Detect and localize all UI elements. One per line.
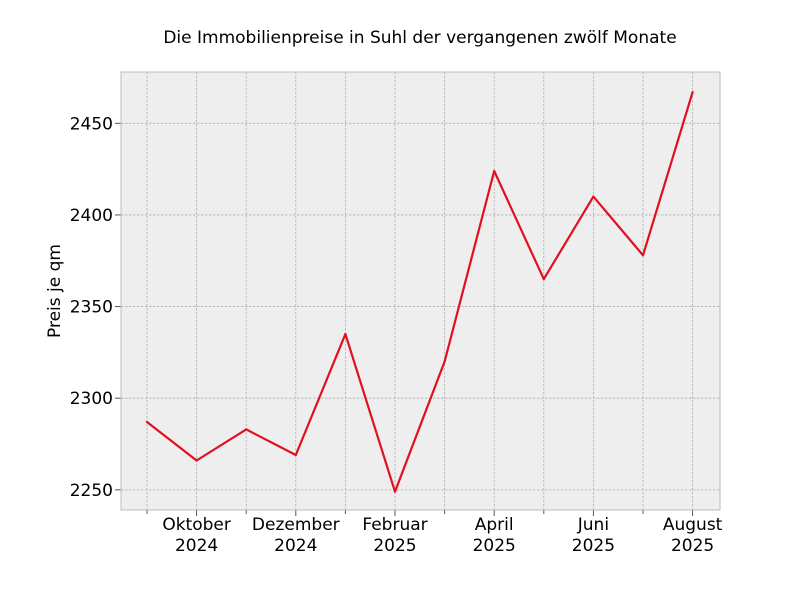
x-tick-label-year: 2024 <box>175 536 218 556</box>
data-point-2024-12 <box>294 453 297 457</box>
y-tick-label: 2400 <box>70 206 113 226</box>
y-tick-label: 2350 <box>70 298 113 318</box>
x-tick-label-month: August <box>663 515 723 535</box>
grid-lines <box>121 72 720 510</box>
data-point-2025-03 <box>443 360 446 363</box>
x-tick-label-year: 2025 <box>373 536 416 556</box>
axis-ticks <box>115 122 694 516</box>
data-point-2025-07 <box>641 254 645 257</box>
y-axis-label: Preis je qm <box>45 244 65 338</box>
x-tick-label-month: April <box>475 515 514 535</box>
data-point-2025-05 <box>542 277 545 281</box>
x-tick-label-year: 2025 <box>671 536 714 556</box>
y-tick-labels: 2250 2300 2350 2400 2450 <box>70 114 113 501</box>
series-points <box>145 91 694 493</box>
data-point-2024-09 <box>145 420 149 424</box>
y-tick-label: 2450 <box>70 114 113 134</box>
x-tick-labels: Oktober2024Dezember2024Februar2025April2… <box>162 515 722 556</box>
x-tick-label-year: 2025 <box>473 536 516 556</box>
data-point-2025-04 <box>493 169 496 173</box>
x-tick-label-month: Juni <box>577 515 609 535</box>
y-tick-label: 2300 <box>70 389 113 409</box>
data-point-2024-11 <box>245 428 248 431</box>
plot-area <box>121 72 720 510</box>
y-tick-label: 2250 <box>70 481 113 501</box>
series-line <box>146 91 694 493</box>
x-tick-label-year: 2025 <box>572 536 615 556</box>
data-point-2025-01 <box>344 332 347 336</box>
plot-frame <box>120 71 721 511</box>
data-point-2025-08 <box>691 91 694 94</box>
data-point-2025-06 <box>592 195 595 198</box>
data-point-2024-10 <box>195 459 198 462</box>
chart-title: Die Immobilienpreise in Suhl der vergang… <box>163 28 676 48</box>
x-tick-label-month: Oktober <box>162 515 231 535</box>
x-tick-label-month: Februar <box>362 515 427 535</box>
x-tick-label-month: Dezember <box>252 515 340 535</box>
x-tick-label-year: 2024 <box>274 536 317 556</box>
data-point-2025-02 <box>393 490 397 493</box>
